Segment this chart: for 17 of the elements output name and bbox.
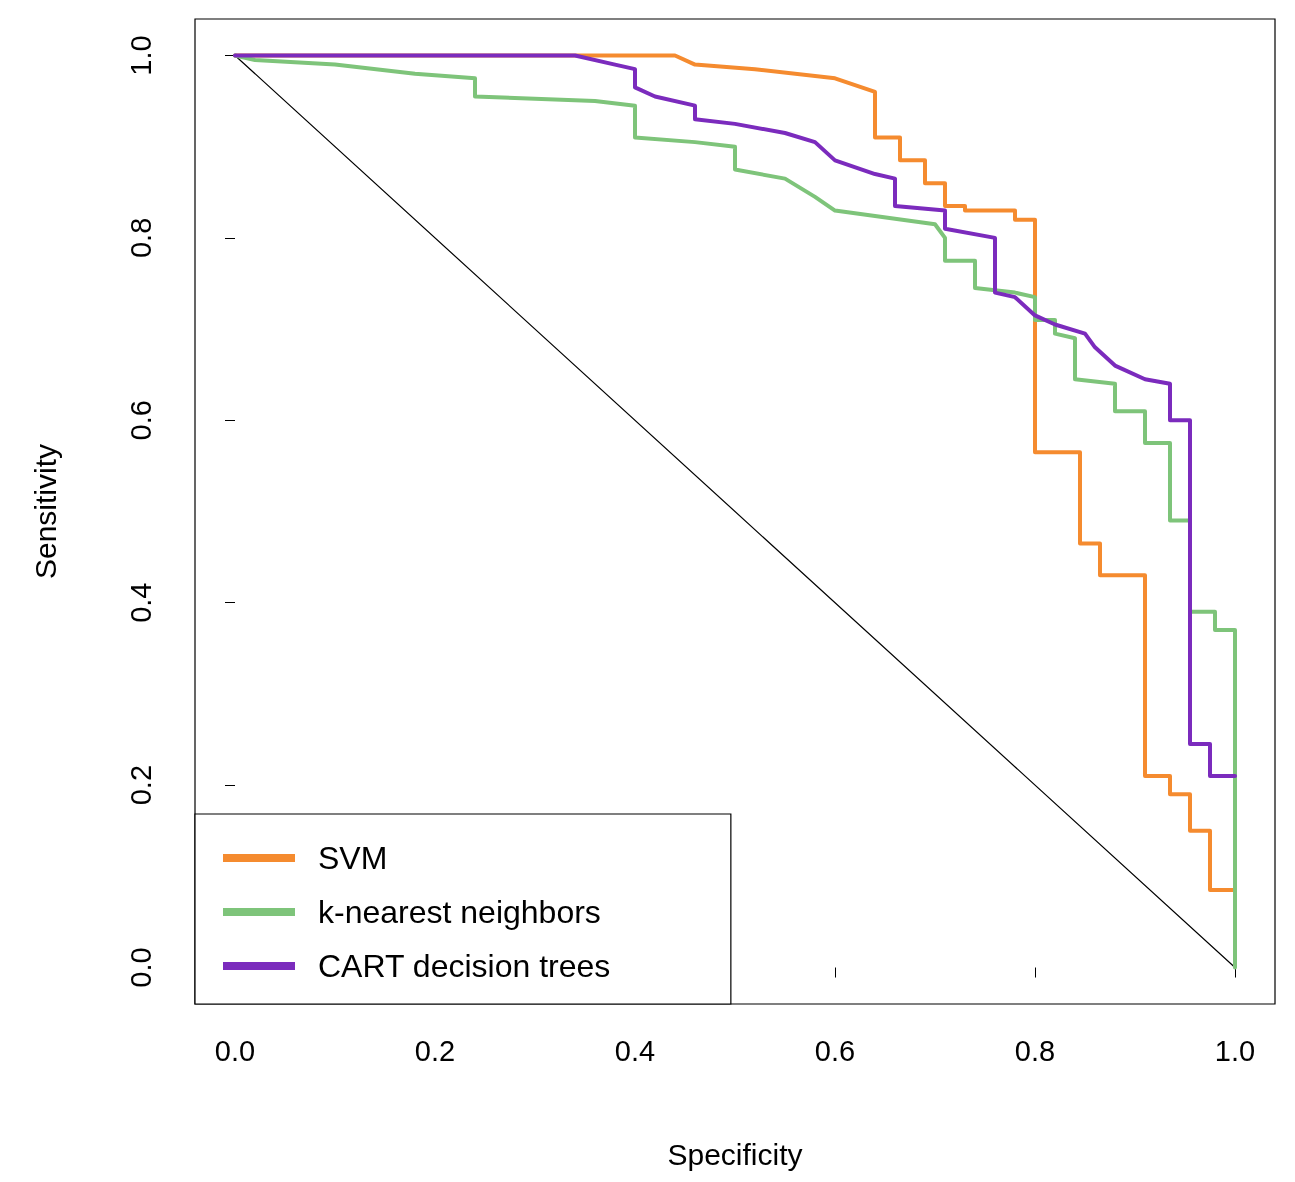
x-axis-title: Specificity	[667, 1137, 803, 1171]
x-tick-label: 1.0	[1214, 1034, 1256, 1067]
x-tick-label: 0.4	[614, 1034, 656, 1067]
x-tick-label: 0.8	[1014, 1034, 1056, 1067]
x-tick-label: 0.6	[814, 1034, 856, 1067]
y-tick-label: 1.0	[124, 35, 157, 76]
y-tick-label: 0.0	[124, 947, 157, 988]
y-tick-label: 0.2	[124, 764, 157, 806]
legend-label: CART decision trees	[318, 948, 611, 984]
legend-label: SVM	[318, 840, 388, 876]
y-tick-label: 0.6	[124, 400, 157, 441]
y-tick-label: 0.4	[124, 582, 157, 623]
x-tick-label: 0.0	[214, 1034, 256, 1067]
y-axis-title: Sensitivity	[28, 443, 62, 580]
legend-label: k-nearest neighbors	[318, 894, 601, 930]
y-tick-label: 0.8	[124, 217, 157, 259]
x-tick-label: 0.2	[414, 1034, 456, 1067]
